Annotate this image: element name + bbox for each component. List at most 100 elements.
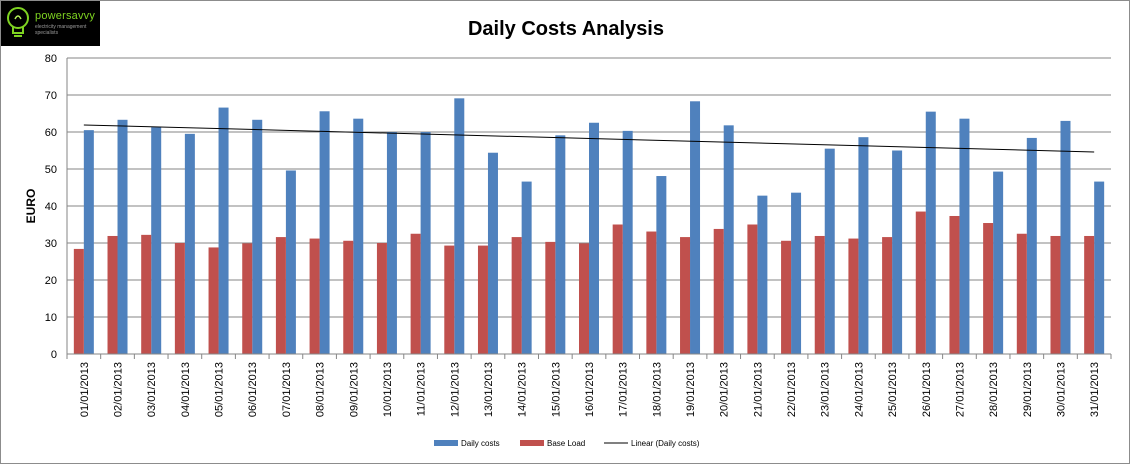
x-tick-label: 20/01/2013 [719, 362, 731, 417]
x-tick-label: 18/01/2013 [651, 362, 663, 417]
legend-base-load: Base Load [520, 439, 585, 448]
base-load-bar [814, 235, 825, 354]
daily-costs-bar [858, 137, 869, 354]
x-tick-label: 21/01/2013 [752, 362, 764, 417]
powersavvy-logo: powersavvy electricity management specia… [1, 1, 100, 46]
daily-costs-bar [285, 170, 296, 354]
x-tick-label: 31/01/2013 [1089, 362, 1101, 417]
daily-costs-bar [218, 107, 229, 354]
base-load-bar [174, 243, 185, 354]
daily-costs-bar [117, 119, 128, 354]
daily-costs-bar [319, 111, 330, 354]
x-tick-label: 25/01/2013 [887, 362, 899, 417]
x-tick-label: 26/01/2013 [921, 362, 933, 417]
daily-costs-bar [757, 195, 768, 354]
daily-costs-bar [454, 98, 465, 354]
base-load-bar [107, 235, 118, 354]
base-load-bar [73, 248, 84, 354]
base-load-bar [848, 238, 859, 354]
daily-costs-bar [1094, 181, 1105, 354]
chart-title: Daily Costs Analysis [468, 18, 664, 40]
logo-brand: powersavvy [35, 10, 96, 22]
daily-costs-bar [959, 118, 970, 355]
x-tick-label: 27/01/2013 [954, 362, 966, 417]
legend: Daily costs Base Load Linear (Daily costs) [434, 439, 700, 448]
daily-costs-bar [656, 176, 667, 354]
legend-swatch [520, 440, 544, 446]
y-tick-label: 30 [45, 238, 57, 250]
base-load-bar [141, 234, 152, 354]
y-axis-label: EURO [24, 189, 38, 224]
daily-costs-bar [589, 122, 599, 354]
trendline [83, 124, 1095, 153]
base-load-bar [376, 243, 387, 354]
y-tick-label: 50 [45, 164, 57, 176]
x-tick-label: 08/01/2013 [315, 362, 327, 417]
daily-costs-bar [824, 148, 835, 354]
daily-costs-bar [521, 181, 532, 354]
daily-costs-bar [690, 101, 701, 354]
x-tick-label: 07/01/2013 [281, 362, 293, 417]
base-load-bar [882, 237, 893, 354]
base-load-bar [275, 237, 286, 354]
daily-costs-bar [993, 171, 1004, 354]
x-tick-label: 29/01/2013 [1022, 362, 1034, 417]
y-tick-label: 20 [45, 275, 57, 287]
base-load-bar [646, 231, 657, 354]
y-tick-label: 60 [45, 127, 57, 139]
x-tick-label: 12/01/2013 [449, 362, 461, 417]
base-load-bar [309, 238, 320, 354]
legend-label: Base Load [547, 439, 585, 448]
x-tick-label: 16/01/2013 [584, 362, 596, 417]
daily-costs-bar [1060, 120, 1071, 355]
daily-costs-bar [386, 132, 397, 354]
lightbulb-icon [7, 7, 29, 37]
legend-label: Daily costs [461, 439, 500, 448]
y-tick-label: 0 [51, 349, 57, 361]
x-tick-label: 02/01/2013 [113, 362, 125, 417]
daily-costs-bar [925, 111, 936, 355]
x-tick-label: 11/01/2013 [416, 362, 428, 416]
x-tick-label: 23/01/2013 [820, 362, 832, 417]
legend-label: Linear (Daily costs) [631, 439, 700, 448]
x-tick-label: 05/01/2013 [214, 362, 226, 417]
base-load-bar [511, 237, 522, 354]
base-load-bar [579, 243, 589, 354]
x-tick-label: 15/01/2013 [550, 362, 562, 417]
base-load-bar [208, 247, 219, 354]
daily-costs-bar [151, 127, 162, 354]
base-load-bar [713, 228, 724, 354]
daily-costs-bar [555, 135, 566, 354]
base-load-bar [983, 223, 994, 354]
base-load-bar [410, 233, 421, 354]
legend-swatch [434, 440, 458, 446]
y-tick-label: 80 [45, 53, 57, 65]
daily-costs-bar [622, 130, 633, 354]
base-load-bar [747, 224, 758, 354]
x-tick-label: 09/01/2013 [348, 362, 360, 417]
base-load-bar [949, 215, 960, 354]
daily-costs-bar [83, 130, 94, 354]
daily-costs-bar [723, 125, 734, 354]
x-tick-label: 19/01/2013 [685, 362, 697, 417]
y-tick-label: 40 [45, 201, 57, 213]
daily-costs-bar [892, 150, 903, 354]
daily-costs-bar [1026, 137, 1037, 354]
base-load-bar [444, 245, 455, 354]
base-load-bar [477, 245, 488, 354]
axes [66, 58, 1112, 359]
base-load-bar [343, 240, 354, 354]
base-load-bar [242, 243, 253, 354]
base-load-bar [545, 241, 556, 354]
x-tick-label: 13/01/2013 [483, 362, 495, 417]
daily-costs-bar [420, 132, 431, 354]
x-tick-label: 28/01/2013 [988, 362, 1000, 417]
base-load-bar [1084, 235, 1095, 354]
base-load-bar [680, 237, 691, 354]
x-tick-label: 01/01/2013 [79, 362, 91, 417]
y-tick-label: 10 [45, 312, 57, 324]
x-tick-label: 14/01/2013 [517, 362, 529, 417]
trendline-group [83, 124, 1095, 153]
